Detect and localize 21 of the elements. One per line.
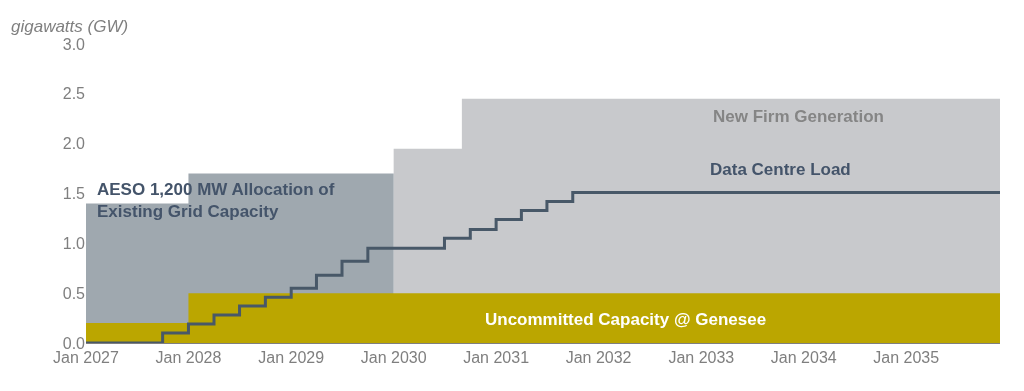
series-label: AESO 1,200 MW Allocation of Existing Grid Capacity <box>97 180 335 222</box>
x-tick-label: Jan 2032 <box>565 349 632 367</box>
series-label: New Firm Generation <box>713 107 884 126</box>
series-label: Data Centre Load <box>710 160 851 179</box>
x-tick-label: Jan 2027 <box>53 349 120 367</box>
y-tick-label: 2.0 <box>62 135 86 153</box>
y-axis-title: gigawatts (GW) <box>11 17 129 36</box>
y-tick-label: 1.5 <box>62 185 86 203</box>
y-tick-label: 0.0 <box>62 334 86 352</box>
x-tick-label: Jan 2028 <box>155 349 222 367</box>
x-tick-label: Jan 2035 <box>873 349 940 367</box>
y-tick-label: 3.0 <box>62 35 86 53</box>
y-tick-label: 0.5 <box>62 284 86 302</box>
y-tick-label: 2.5 <box>62 85 86 103</box>
x-tick-label: Jan 2033 <box>668 349 735 367</box>
y-tick-label: 1.0 <box>62 234 86 252</box>
x-tick-label: Jan 2031 <box>463 349 530 367</box>
x-tick-label: Jan 2034 <box>770 349 837 367</box>
series-label: Uncommitted Capacity @ Genesee <box>485 310 767 329</box>
x-tick-label: Jan 2030 <box>360 349 427 367</box>
x-tick-label: Jan 2029 <box>258 349 325 367</box>
